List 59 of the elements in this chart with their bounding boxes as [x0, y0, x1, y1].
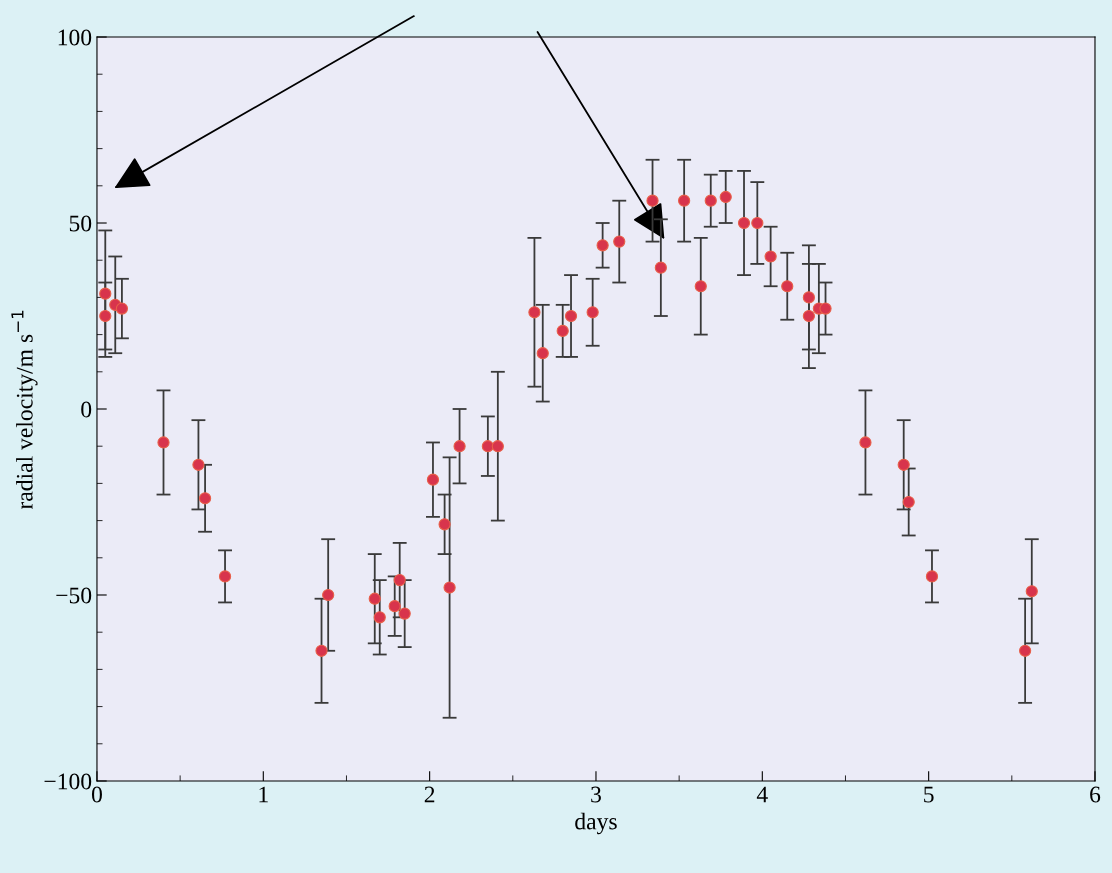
point: [322, 588, 335, 602]
x-tick-label: 4: [756, 786, 768, 803]
point: [443, 581, 456, 594]
point: [1025, 585, 1038, 598]
point: [491, 440, 504, 453]
point: [859, 436, 872, 449]
point: [719, 190, 732, 204]
point: [751, 216, 764, 230]
point: [596, 239, 609, 252]
point: [646, 194, 659, 207]
y-tick-label: 50: [69, 215, 92, 232]
point: [678, 194, 691, 207]
point: [556, 324, 569, 337]
point: [368, 592, 381, 605]
point: [315, 644, 328, 657]
y-tick-label: −100: [44, 773, 92, 790]
point: [737, 216, 751, 230]
point: [1019, 644, 1032, 657]
point: [528, 306, 541, 319]
point: [694, 280, 707, 293]
x-tick-label: 3: [591, 786, 601, 803]
point: [536, 347, 549, 360]
y-tick-label: −50: [56, 587, 92, 604]
point: [388, 600, 401, 613]
point: [819, 302, 832, 315]
point: [781, 280, 794, 293]
x-axis-title: days: [575, 812, 617, 835]
point: [99, 287, 112, 300]
point: [393, 574, 406, 587]
x-tick-label: 6: [1090, 786, 1101, 803]
point: [925, 570, 939, 583]
point: [613, 235, 626, 248]
point: [373, 611, 386, 624]
point: [453, 440, 466, 453]
y-tick-label: 100: [58, 29, 92, 46]
point: [654, 261, 667, 274]
point: [198, 492, 212, 505]
y-tick-label: 0: [81, 401, 92, 418]
point: [115, 302, 129, 315]
point: [157, 436, 170, 449]
point: [481, 440, 494, 453]
point: [398, 607, 411, 620]
point: [438, 518, 451, 531]
x-tick-label: 5: [924, 786, 934, 803]
point: [218, 570, 232, 583]
point: [192, 458, 205, 471]
x-tick-label: 2: [424, 786, 435, 803]
point: [704, 194, 717, 207]
point: [99, 309, 112, 323]
point: [764, 250, 777, 263]
y-axis-title: radial velocity/m s$^{−1}$: [11, 310, 38, 510]
point: [426, 473, 440, 486]
x-tick-label: 1: [259, 786, 268, 803]
point: [902, 495, 915, 509]
point: [586, 306, 599, 319]
point: [802, 309, 815, 323]
point: [564, 309, 578, 323]
point: [802, 291, 815, 304]
point: [897, 458, 910, 471]
